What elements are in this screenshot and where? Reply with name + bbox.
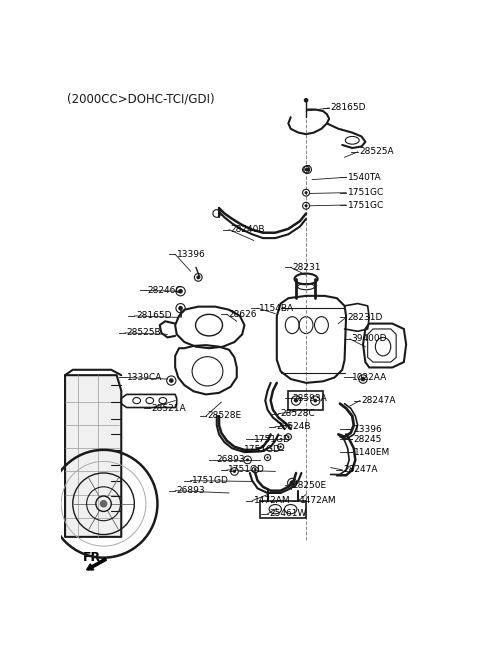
Text: 25461W: 25461W [269, 509, 306, 518]
Text: 28231: 28231 [292, 263, 321, 272]
Circle shape [254, 469, 256, 471]
Text: 1751GC: 1751GC [348, 188, 384, 197]
Text: 39400D: 39400D [351, 335, 387, 344]
Circle shape [100, 500, 108, 508]
Text: 1140EM: 1140EM [354, 447, 390, 457]
Circle shape [279, 445, 282, 448]
Text: 28245: 28245 [354, 434, 382, 443]
Text: 28247A: 28247A [361, 396, 396, 405]
Circle shape [304, 204, 308, 207]
Text: 28165D: 28165D [136, 312, 171, 320]
Text: 28525B: 28525B [127, 328, 161, 337]
Text: 1751GD: 1751GD [192, 476, 229, 485]
Circle shape [361, 377, 365, 381]
Text: 28528E: 28528E [207, 411, 241, 420]
Text: 28231D: 28231D [348, 313, 383, 322]
FancyArrow shape [86, 558, 107, 570]
Text: 28240B: 28240B [230, 225, 265, 234]
Circle shape [169, 379, 174, 383]
Circle shape [306, 168, 310, 171]
Text: 28165D: 28165D [331, 104, 366, 112]
Circle shape [289, 480, 295, 485]
Text: 1751GC: 1751GC [348, 201, 384, 209]
Text: 28247A: 28247A [344, 465, 378, 474]
Circle shape [266, 457, 269, 459]
Text: 28246C: 28246C [147, 286, 182, 295]
Text: 1472AM: 1472AM [300, 496, 336, 505]
Text: 1339CA: 1339CA [127, 373, 162, 382]
Text: 28528C: 28528C [280, 409, 314, 418]
Circle shape [304, 98, 308, 102]
Text: 28521A: 28521A [151, 404, 186, 413]
Text: 1751GD: 1751GD [244, 445, 281, 455]
Text: 1751GD: 1751GD [228, 465, 265, 474]
Text: 1154BA: 1154BA [259, 304, 294, 313]
Circle shape [178, 289, 183, 293]
Circle shape [313, 399, 317, 403]
Circle shape [246, 459, 249, 461]
Text: 26893: 26893 [217, 455, 245, 464]
Text: 28626: 28626 [228, 310, 257, 319]
Text: (2000CC>DOHC-TCI/GDI): (2000CC>DOHC-TCI/GDI) [67, 92, 215, 106]
Text: 1472AM: 1472AM [254, 496, 290, 505]
Text: 1022AA: 1022AA [351, 373, 387, 382]
Circle shape [304, 168, 308, 171]
Text: 28524B: 28524B [277, 422, 312, 431]
Circle shape [294, 399, 298, 403]
Circle shape [287, 436, 289, 438]
Text: 1751GD: 1751GD [254, 434, 290, 443]
Text: 1540TA: 1540TA [348, 173, 381, 182]
Polygon shape [65, 375, 121, 537]
Text: 26893: 26893 [177, 486, 205, 495]
Text: 13396: 13396 [177, 250, 205, 258]
Circle shape [233, 470, 236, 473]
Text: FR.: FR. [83, 551, 106, 564]
Text: 28525A: 28525A [359, 148, 394, 156]
Text: 13396: 13396 [354, 424, 383, 434]
Circle shape [178, 306, 183, 310]
Text: 28250E: 28250E [292, 481, 326, 490]
Circle shape [304, 191, 308, 194]
Circle shape [196, 276, 200, 279]
Text: 28593A: 28593A [292, 394, 327, 403]
